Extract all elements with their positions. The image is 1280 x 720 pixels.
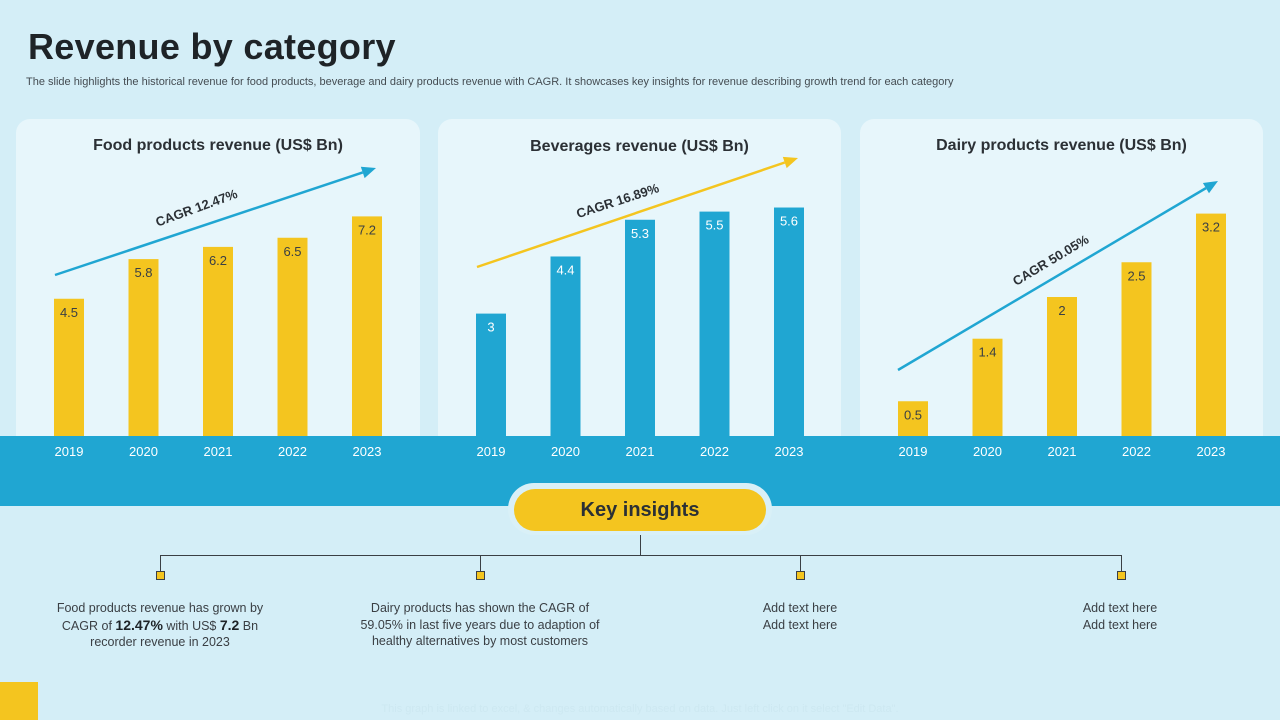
- dairy-bar-value-2020: 1.4: [978, 345, 996, 360]
- dairy-year-2022: 2022: [1122, 444, 1151, 459]
- beverages-bar-2020: [550, 256, 581, 436]
- connector-line: [160, 555, 1122, 556]
- beverages-chart-title: Beverages revenue (US$ Bn): [530, 138, 749, 155]
- beverages-bar-value-2020: 4.4: [556, 262, 574, 277]
- food-year-2020: 2020: [129, 444, 158, 459]
- dairy-year-2021: 2021: [1048, 444, 1077, 459]
- food-cagr-arrowhead: [360, 166, 376, 179]
- dairy-year-2019: 2019: [899, 444, 928, 459]
- dairy-year-2023: 2023: [1197, 444, 1226, 459]
- insight-food-post: Bn: [239, 618, 259, 633]
- bar-charts: CAGR 12.47% 4.5 2019 5.8 2020 6.2 2021 6.5 2022 7…: [54, 156, 1226, 459]
- page-title: Revenue by category: [28, 26, 396, 67]
- food-year-2022: 2022: [278, 444, 307, 459]
- dairy-bar-value-2019: 0.5: [904, 407, 922, 422]
- insight-food-line2: CAGR of 12.47% with US$ 7.2 Bn: [40, 617, 280, 635]
- food-bar-2022: [277, 237, 308, 436]
- beverages-bar-2023: [774, 207, 804, 436]
- connector-drop-3: [800, 555, 801, 572]
- connector-drop-4: [1121, 555, 1122, 572]
- insight-food-value: 7.2: [219, 616, 240, 633]
- footnote: This graph is linked to excel, & changes…: [381, 703, 899, 715]
- connector-drop-1: [160, 555, 161, 572]
- corner-accent: [0, 682, 38, 720]
- beverages-bar-2021: [625, 219, 655, 436]
- food-bar-value-2023: 7.2: [358, 222, 376, 237]
- insight-food-line1: Food products revenue has grown by: [56, 601, 264, 615]
- food-year-2021: 2021: [204, 444, 233, 459]
- connector-stem: [640, 531, 641, 556]
- dairy-cagr-arrowhead: [1202, 181, 1218, 194]
- insight-food: Food products revenue has grown by CAGR …: [40, 600, 280, 651]
- beverages-cagr-label: CAGR 16.89%: [574, 180, 661, 221]
- beverages-bar-value-2021: 5.3: [631, 226, 649, 241]
- connector-drop-2: [480, 555, 481, 572]
- beverages-year-2019: 2019: [477, 444, 506, 459]
- insight-node-2: [476, 571, 485, 580]
- insight-placeholder-3: Add text here Add text here: [762, 601, 838, 632]
- food-cagr-label: CAGR 12.47%: [153, 186, 239, 230]
- insight-food-mid: with US$: [162, 618, 220, 633]
- dairy-bar-value-2022: 2.5: [1127, 268, 1145, 283]
- beverages-year-2020: 2020: [551, 444, 580, 459]
- food-chart-title: Food products revenue (US$ Bn): [93, 137, 343, 154]
- food-bar-value-2022: 6.5: [283, 244, 301, 259]
- food-bar-value-2019: 4.5: [60, 305, 78, 320]
- dairy-bar-2019: [898, 401, 928, 436]
- beverages-bar-2019: [476, 313, 506, 436]
- food-year-2019: 2019: [55, 444, 84, 459]
- food-year-2023: 2023: [353, 444, 382, 459]
- food-bar-2020: [128, 259, 159, 436]
- dairy-bar-2021: [1047, 297, 1077, 436]
- food-cagr-arrow-line: [54, 171, 364, 277]
- beverages-bar-value-2022: 5.5: [705, 218, 723, 233]
- dairy-bar-2020: [972, 338, 1003, 436]
- food-bar-2021: [203, 246, 233, 436]
- beverages-bar-2022: [699, 211, 730, 436]
- insight-food-line3: recorder revenue in 2023: [90, 635, 230, 649]
- insight-dairy: Dairy products has shown the CAGR of 59.…: [360, 601, 600, 648]
- page-subtitle: The slide highlights the historical reve…: [26, 76, 954, 88]
- dairy-chart-title: Dairy products revenue (US$ Bn): [936, 137, 1187, 154]
- insight-node-1: [156, 571, 165, 580]
- key-insights-heading: Key insights: [514, 489, 766, 531]
- insight-placeholder-4: Add text here Add text here: [1082, 601, 1158, 632]
- insight-node-3: [796, 571, 805, 580]
- food-bar-2019: [54, 298, 84, 436]
- beverages-bar-value-2023: 5.6: [780, 214, 798, 229]
- beverages-year-2023: 2023: [775, 444, 804, 459]
- food-bar-2023: [352, 216, 382, 436]
- food-bar-value-2021: 6.2: [209, 253, 227, 268]
- beverages-cagr-arrowhead: [782, 156, 798, 169]
- dairy-bar-2022: [1121, 262, 1152, 436]
- beverages-cagr-arrow-line: [476, 161, 786, 269]
- dairy-year-2020: 2020: [973, 444, 1002, 459]
- dairy-bar-2023: [1196, 213, 1226, 436]
- beverages-bar-value-2019: 3: [487, 320, 494, 335]
- dairy-cagr-arrow-line: [897, 187, 1207, 372]
- food-bar-value-2020: 5.8: [134, 265, 152, 280]
- insight-food-pre: CAGR of: [61, 618, 116, 633]
- insight-food-cagr: 12.47%: [115, 616, 163, 633]
- beverages-year-2021: 2021: [626, 444, 655, 459]
- dairy-bar-value-2021: 2: [1058, 303, 1065, 318]
- dairy-bar-value-2023: 3.2: [1202, 220, 1220, 235]
- beverages-year-2022: 2022: [700, 444, 729, 459]
- insight-node-4: [1117, 571, 1126, 580]
